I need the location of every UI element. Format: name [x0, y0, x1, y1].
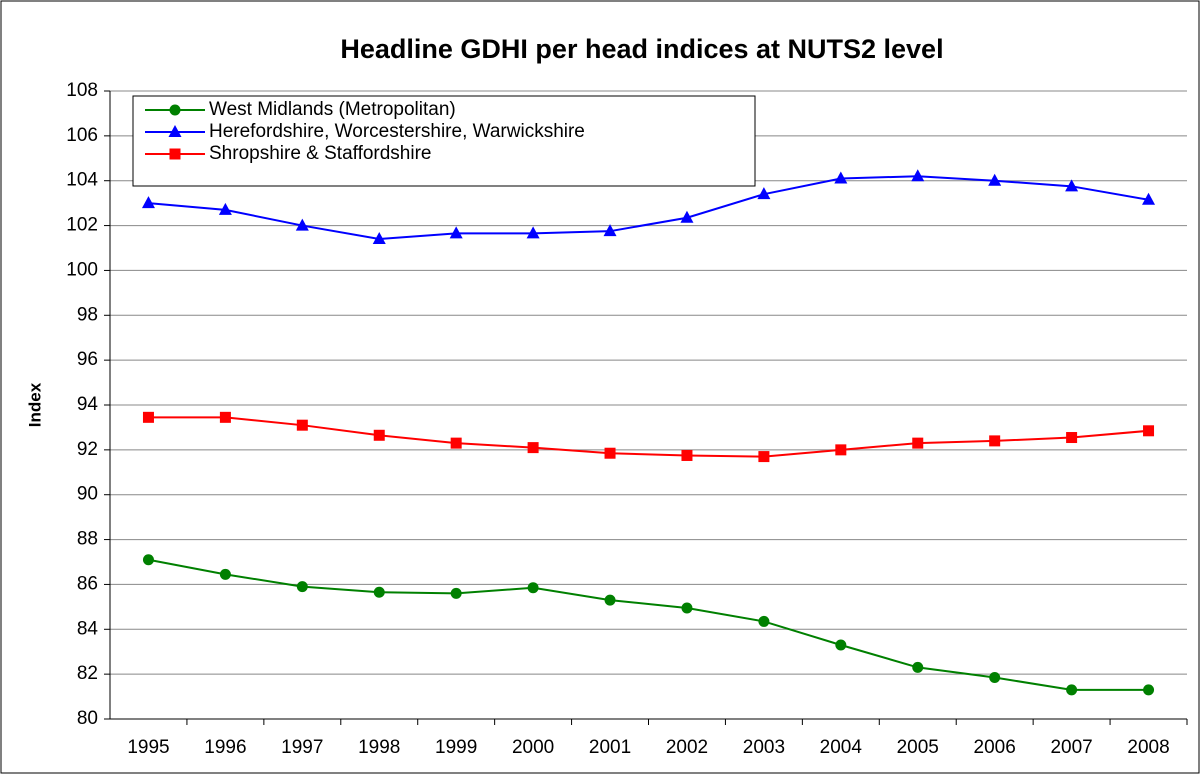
x-tick-label: 2004: [820, 737, 863, 758]
y-tick-label: 106: [66, 125, 98, 146]
x-tick-label: 2008: [1127, 737, 1169, 758]
y-tick-label: 82: [77, 663, 98, 684]
data-point: [296, 419, 308, 431]
data-point: [912, 661, 924, 673]
series-line: [148, 175, 1149, 241]
data-point: [1143, 684, 1155, 696]
y-tick-label: 102: [66, 215, 98, 236]
y-tick-label: 80: [77, 708, 98, 729]
chart-title: Headline GDHI per head indices at NUTS2 …: [340, 34, 943, 64]
legend-marker: [168, 125, 182, 137]
x-tick-label: 2001: [589, 737, 631, 758]
y-tick-label: 90: [77, 484, 98, 505]
data-point: [218, 202, 232, 215]
x-tick-label: 2003: [743, 737, 785, 758]
data-point: [680, 210, 694, 223]
y-tick-label: 88: [77, 529, 98, 550]
data-point: [373, 429, 385, 441]
y-tick-label: 104: [66, 170, 98, 191]
y-axis-label: Index: [25, 382, 44, 427]
data-point: [1065, 179, 1079, 192]
data-point: [219, 411, 231, 423]
data-point: [835, 639, 847, 651]
data-point: [604, 594, 616, 606]
data-point: [681, 449, 693, 461]
x-tick-label: 2007: [1050, 737, 1092, 758]
y-tick-label: 92: [77, 439, 98, 460]
y-tick-label: 94: [77, 394, 99, 415]
data-point: [450, 587, 462, 599]
data-point: [219, 568, 231, 580]
data-point: [911, 169, 925, 182]
data-point: [373, 586, 385, 598]
data-point: [1143, 425, 1155, 437]
data-point: [1066, 684, 1078, 696]
data-point: [1066, 432, 1078, 444]
data-point: [295, 218, 309, 231]
data-point: [449, 226, 463, 239]
x-tick-label: 1998: [358, 737, 400, 758]
data-point: [141, 196, 155, 209]
data-point: [527, 582, 539, 594]
x-tick-label: 2002: [666, 737, 708, 758]
data-point: [989, 672, 1001, 684]
series-line: [148, 416, 1149, 458]
data-point: [757, 187, 771, 200]
data-point: [527, 442, 539, 454]
data-point: [988, 173, 1002, 186]
data-point: [989, 435, 1001, 447]
data-point: [1142, 192, 1156, 205]
legend-marker: [169, 148, 181, 160]
legend-label: West Midlands (Metropolitan): [209, 99, 456, 120]
data-point: [142, 411, 154, 423]
y-tick-label: 100: [66, 259, 98, 280]
data-point: [834, 171, 848, 184]
y-tick-label: 86: [77, 573, 98, 594]
data-point: [758, 615, 770, 627]
legend-box: [132, 95, 756, 187]
legend-marker: [169, 104, 181, 116]
x-tick-label: 1997: [281, 737, 323, 758]
data-point: [603, 224, 617, 237]
x-tick-label: 2005: [897, 737, 939, 758]
data-point: [450, 437, 462, 449]
y-tick-label: 98: [77, 304, 98, 325]
data-point: [681, 602, 693, 614]
data-point: [296, 581, 308, 593]
y-tick-label: 84: [77, 618, 99, 639]
legend-label: Herefordshire, Worcestershire, Warwicksh…: [209, 121, 585, 142]
x-tick-label: 1995: [127, 737, 169, 758]
data-point: [758, 451, 770, 463]
x-tick-label: 2000: [512, 737, 554, 758]
y-tick-label: 108: [66, 80, 98, 101]
data-point: [604, 447, 616, 459]
data-point: [835, 444, 847, 456]
x-tick-label: 2006: [974, 737, 1016, 758]
series-line: [148, 558, 1149, 691]
legend-label: Shropshire & Staffordshire: [209, 143, 432, 164]
data-point: [142, 554, 154, 566]
data-point: [912, 437, 924, 449]
x-tick-label: 1996: [204, 737, 246, 758]
data-point: [526, 226, 540, 239]
x-tick-label: 1999: [435, 737, 477, 758]
data-point: [372, 232, 386, 245]
y-tick-label: 96: [77, 349, 98, 370]
